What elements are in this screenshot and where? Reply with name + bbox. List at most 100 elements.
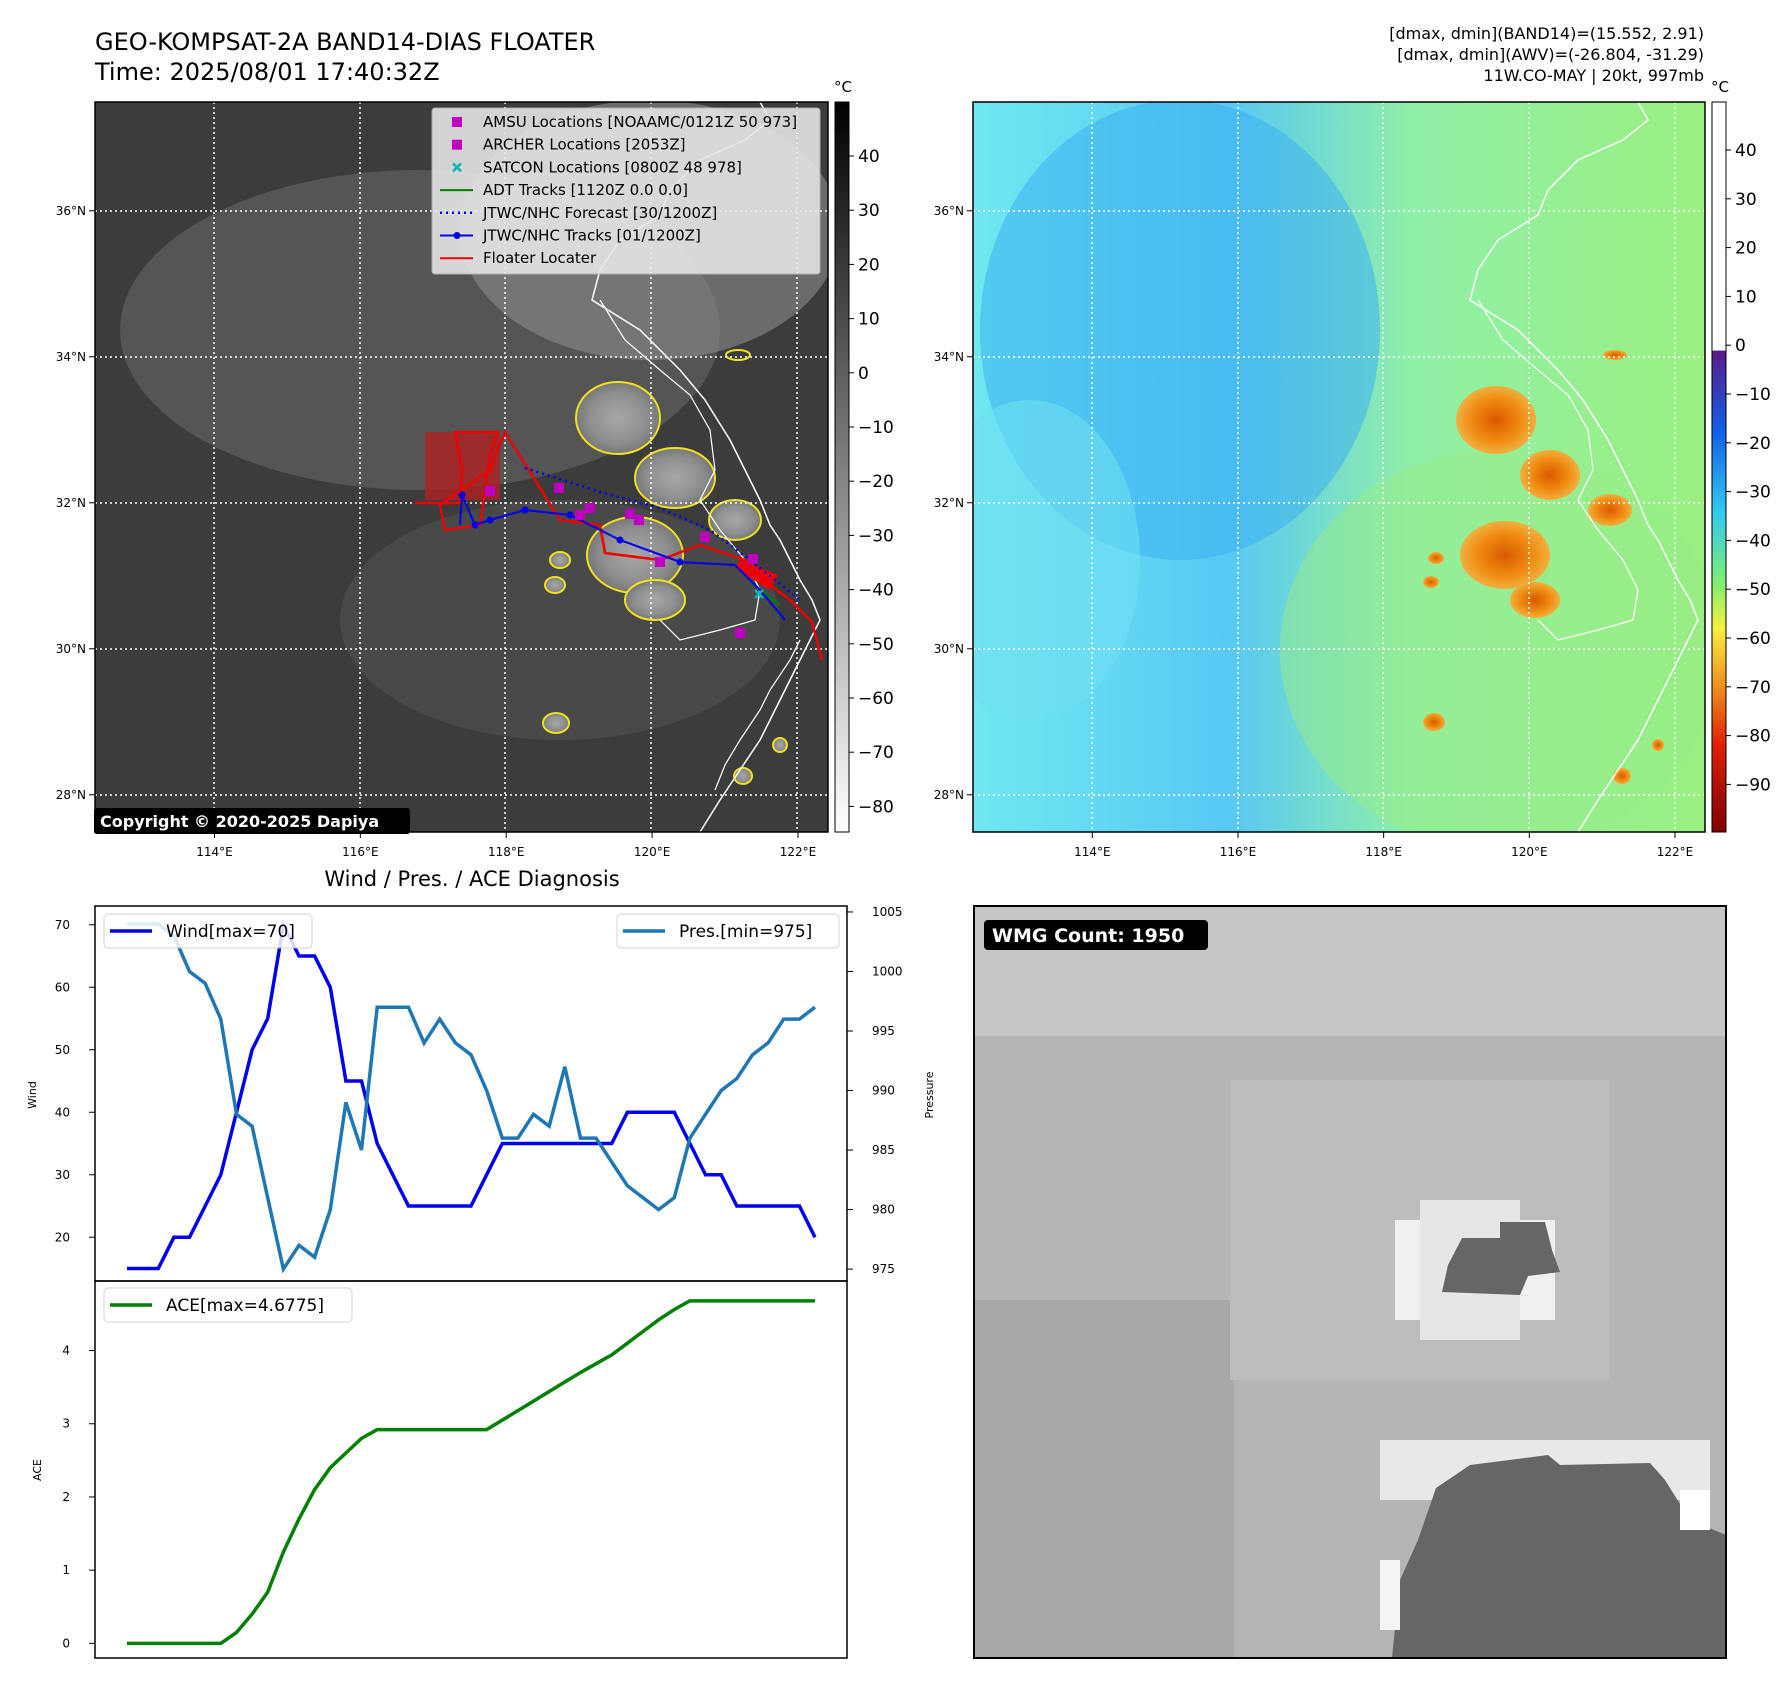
lon-tick-label: 114°E bbox=[196, 845, 233, 859]
y-tick-label: 20 bbox=[55, 1230, 70, 1244]
awv-cloud-cell bbox=[1423, 576, 1439, 588]
awv-cloud-cell bbox=[1428, 552, 1444, 564]
lat-tick-label: 34°N bbox=[56, 350, 86, 364]
ir-colorbar-ticks: 40 30 20 10 0 −10 −20 −30 −40 −50 −60 −70 −80 bbox=[849, 147, 894, 817]
awv-coastline bbox=[1469, 102, 1699, 832]
ace-chart: ACE 4 3 2 1 0 ACE[max=4.6775] bbox=[31, 1280, 848, 1659]
legend-label: AMSU Locations [NOAAMC/0121Z 50 973] bbox=[483, 113, 797, 131]
wmg-count-badge bbox=[984, 920, 1208, 950]
legend-marker-square bbox=[452, 117, 462, 127]
wind-pressure-frame bbox=[94, 905, 848, 1282]
ir-legend: AMSU Locations [NOAAMC/0121Z 50 973] ARCH… bbox=[431, 107, 821, 275]
y-tick-label: 30 bbox=[55, 1168, 70, 1182]
colorbar-tick-label: −70 bbox=[858, 743, 894, 763]
lon-tick-label: 118°E bbox=[488, 845, 525, 859]
y-tick-label: 50 bbox=[55, 1043, 70, 1057]
awv-moist-region bbox=[1280, 450, 1705, 832]
satcon-markers bbox=[754, 589, 764, 599]
y-tick-label: 2 bbox=[62, 1490, 70, 1504]
ace-y-ticks: 4 3 2 1 0 bbox=[62, 1344, 95, 1650]
wmg-bright-spot bbox=[1380, 1560, 1400, 1630]
awv-cloud-cell bbox=[1588, 494, 1632, 526]
awv-colorbar-ticks: 40 30 20 10 0 −10 −20 −30 −40 −50 −60 −70 −80 −90 bbox=[1726, 141, 1771, 795]
legend-marker-x bbox=[452, 162, 462, 173]
colorbar-tick-label: −10 bbox=[1735, 385, 1771, 405]
colorbar-tick-label: −90 bbox=[1735, 775, 1771, 795]
ace-legend-label: ACE[max=4.6775] bbox=[166, 1296, 324, 1316]
y-tick-label: 980 bbox=[872, 1203, 895, 1217]
lon-tick-label: 120°E bbox=[1511, 845, 1548, 859]
colorbar-tick-label: −80 bbox=[858, 797, 894, 817]
legend-label: JTWC/NHC Tracks [01/1200Z] bbox=[482, 227, 701, 245]
pressure-axis-label: Pressure bbox=[923, 1071, 936, 1118]
lon-tick-label: 122°E bbox=[780, 845, 817, 859]
lat-tick-label: 34°N bbox=[934, 350, 964, 364]
lon-tick-label: 116°E bbox=[342, 845, 379, 859]
colorbar-tick-label: −10 bbox=[858, 418, 894, 438]
pressure-legend: Pres.[min=975] bbox=[616, 913, 840, 949]
y-tick-label: 990 bbox=[872, 1084, 895, 1098]
ir-coastline bbox=[714, 639, 801, 791]
ir-cloud-cell bbox=[634, 447, 716, 509]
ir-haze bbox=[340, 500, 780, 740]
info-band14: [dmax, dmin](BAND14)=(15.552, 2.91) bbox=[1389, 24, 1704, 43]
y-tick-label: 60 bbox=[55, 980, 70, 994]
lat-tick-label: 36°N bbox=[934, 204, 964, 218]
y-tick-label: 1005 bbox=[872, 905, 903, 919]
awv-gridlines bbox=[973, 102, 1705, 832]
y-tick-label: 4 bbox=[62, 1344, 70, 1358]
awv-cloud-cell bbox=[1613, 768, 1631, 784]
lat-tick-label: 30°N bbox=[56, 642, 86, 656]
ir-lon-ticks: 114°E 116°E 118°E 120°E 122°E bbox=[196, 832, 816, 859]
wmg-count-text: WMG Count: 1950 bbox=[992, 925, 1184, 947]
awv-cloud-cell bbox=[1652, 739, 1664, 751]
legend-marker-dot bbox=[453, 232, 461, 239]
ir-cloud-cell bbox=[542, 712, 570, 734]
colorbar-tick-label: 30 bbox=[1735, 190, 1757, 210]
copyright-text: Copyright © 2020-2025 Dapiya bbox=[100, 812, 379, 831]
lat-tick-label: 32°N bbox=[934, 496, 964, 510]
ir-cloud-cell bbox=[624, 579, 686, 621]
diagnosis-title: Wind / Pres. / ACE Diagnosis bbox=[324, 867, 619, 891]
info-awv: [dmax, dmin](AWV)=(-26.804, -31.29) bbox=[1397, 45, 1704, 64]
ir-cloud-cell bbox=[549, 551, 571, 569]
ir-colorbar-unit: °C bbox=[834, 78, 852, 96]
ir-cloud-cell bbox=[575, 381, 661, 455]
wind-axis-label: Wind bbox=[26, 1081, 39, 1109]
figure-title: GEO-KOMPSAT-2A BAND14-DIAS FLOATER bbox=[95, 28, 595, 56]
wind-y-ticks: 70 60 50 40 30 20 bbox=[55, 918, 95, 1244]
awv-lon-ticks: 114°E 116°E 118°E 120°E 122°E bbox=[1074, 832, 1693, 859]
floater-arrow bbox=[735, 560, 778, 590]
colorbar-tick-label: 10 bbox=[858, 310, 880, 330]
legend-label: ARCHER Locations [2053Z] bbox=[483, 136, 686, 154]
legend-label: JTWC/NHC Forecast [30/1200Z] bbox=[482, 204, 717, 222]
y-tick-label: 0 bbox=[62, 1636, 70, 1650]
wmg-panel: WMG Count: 1950 bbox=[973, 905, 1727, 1659]
ir-map: AMSU Locations [NOAAMC/0121Z 50 973] ARCH… bbox=[56, 78, 894, 859]
lat-tick-label: 28°N bbox=[934, 788, 964, 802]
wmg-dark-core bbox=[1392, 1455, 1726, 1658]
colorbar-tick-label: −70 bbox=[1735, 678, 1771, 698]
wmg-bright-spot bbox=[1680, 1490, 1710, 1530]
colorbar-tick-label: 0 bbox=[1735, 336, 1746, 356]
colorbar-tick-label: 40 bbox=[1735, 141, 1757, 161]
lon-tick-label: 122°E bbox=[1657, 845, 1694, 859]
y-tick-label: 40 bbox=[55, 1105, 70, 1119]
colorbar-tick-label: −20 bbox=[858, 472, 894, 492]
legend-label: ADT Tracks [1120Z 0.0 0.0] bbox=[483, 181, 688, 199]
pressure-legend-label: Pres.[min=975] bbox=[679, 922, 812, 942]
colorbar-tick-label: −60 bbox=[1735, 629, 1771, 649]
ir-coastline bbox=[599, 299, 761, 641]
y-tick-label: 995 bbox=[872, 1024, 895, 1038]
wmg-frame bbox=[973, 905, 1727, 1659]
awv-coastline bbox=[1477, 299, 1639, 641]
colorbar-tick-label: −40 bbox=[858, 581, 894, 601]
colorbar-tick-label: 20 bbox=[858, 255, 880, 275]
ir-cloud-cell bbox=[725, 349, 751, 361]
awv-colorbar-unit: °C bbox=[1711, 78, 1729, 96]
awv-cloud-cell bbox=[1510, 582, 1560, 618]
awv-cloud-cell bbox=[1520, 450, 1580, 500]
colorbar-tick-label: −30 bbox=[1735, 483, 1771, 503]
ir-cloud-cell bbox=[544, 576, 566, 594]
ace-series-line bbox=[127, 1299, 815, 1646]
